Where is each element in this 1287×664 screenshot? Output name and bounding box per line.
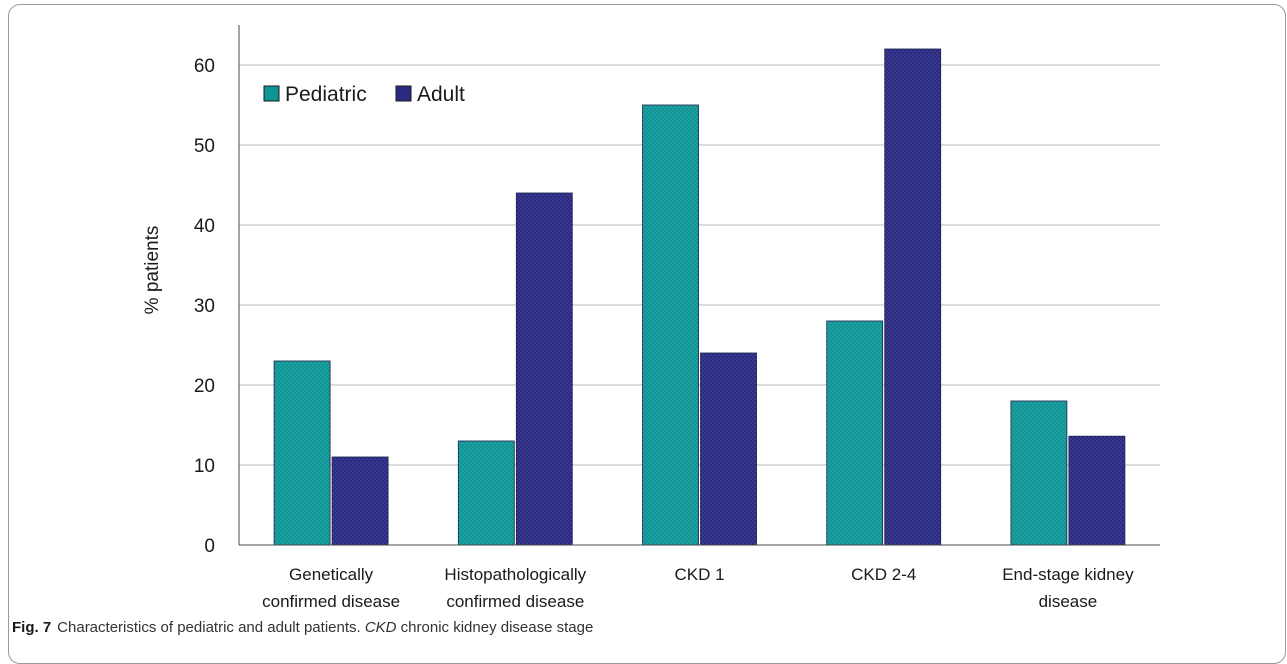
x-tick-label: End-stage kidney disease xyxy=(1002,565,1134,611)
y-tick-label: 60 xyxy=(194,56,215,77)
y-tick-label: 0 xyxy=(204,536,215,557)
y-tick-labels: 0 10 20 30 40 50 60 xyxy=(194,56,215,557)
legend-label-pediatric: Pediatric xyxy=(285,83,367,106)
x-tick-label: Genetically confirmed disease xyxy=(262,565,400,611)
legend-swatch-adult xyxy=(395,85,412,102)
y-tick-label: 50 xyxy=(194,136,215,157)
legend: Pediatric Adult xyxy=(263,83,465,106)
bar-texture xyxy=(884,49,941,545)
caption-abbreviation: CKD xyxy=(364,619,397,636)
bar-texture xyxy=(1068,436,1125,545)
figure-caption: Fig. 7 Characteristics of pediatric and a… xyxy=(12,619,593,636)
bar-texture xyxy=(642,105,699,545)
y-tick-label: 40 xyxy=(194,216,215,237)
caption-text: Characteristics of pediatric and adult p… xyxy=(57,619,365,636)
legend-swatch-pediatric xyxy=(263,85,280,102)
bar-texture xyxy=(516,193,573,545)
bar-texture xyxy=(458,441,515,545)
caption-text-end: chronic kidney disease stage xyxy=(396,619,594,636)
y-tick-label: 20 xyxy=(194,376,215,397)
bar-texture xyxy=(826,321,883,545)
gridlines xyxy=(239,64,1160,466)
x-tick-label: Histopathologically confirmed disease xyxy=(444,565,586,611)
legend-label-adult: Adult xyxy=(417,83,465,106)
bar-texture xyxy=(332,457,389,545)
bar-chart: 0 10 20 30 40 50 60 Genetically confirmed disea… xyxy=(142,25,1160,611)
y-tick-label: 30 xyxy=(194,296,215,317)
bar-texture xyxy=(274,361,331,545)
y-axis-label: % patients xyxy=(142,226,163,315)
x-tick-label: CKD 2-4 xyxy=(851,565,916,584)
bar-texture xyxy=(700,353,757,545)
x-tick-labels: Genetically confirmed disease Histopatholo… xyxy=(262,565,1134,611)
bars xyxy=(273,48,1126,546)
figure-label: Fig. 7 xyxy=(12,619,52,636)
bar-texture xyxy=(1010,401,1067,545)
x-tick-label: CKD 1 xyxy=(674,565,724,584)
y-tick-label: 10 xyxy=(194,456,215,477)
